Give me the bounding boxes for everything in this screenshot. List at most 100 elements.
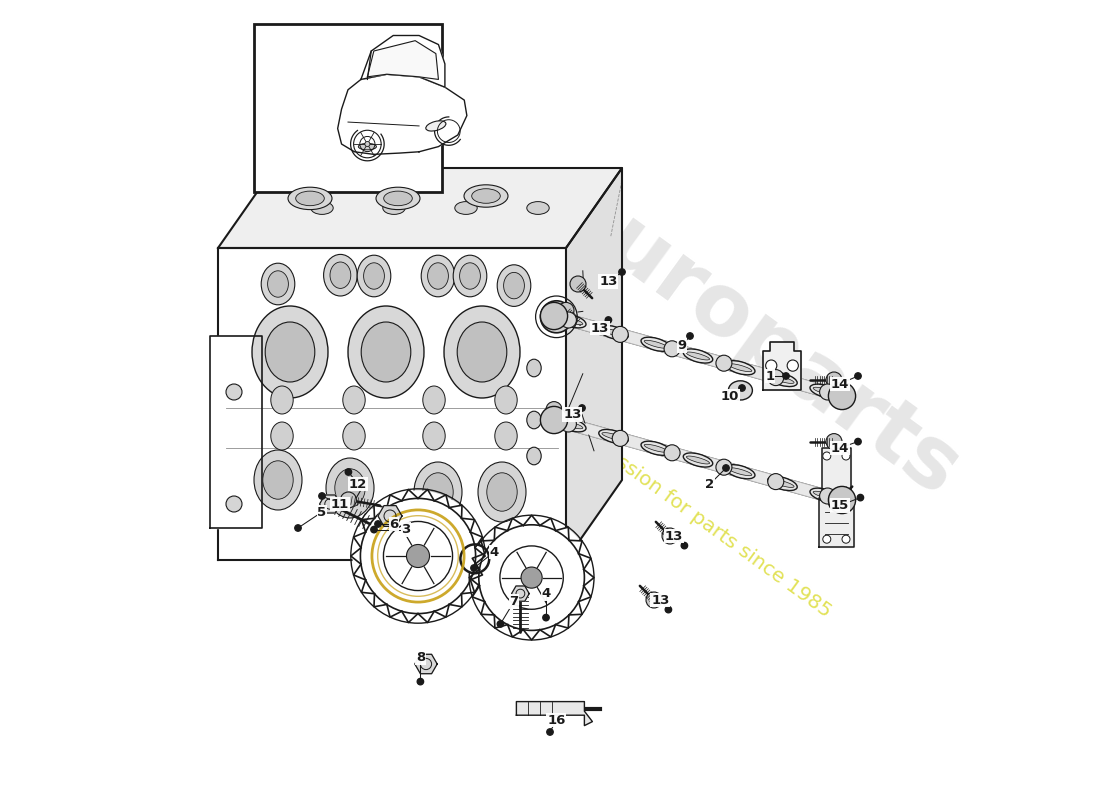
Circle shape [857,494,864,501]
Polygon shape [218,248,566,560]
Circle shape [407,545,429,567]
Ellipse shape [376,187,420,210]
Circle shape [540,301,572,333]
Circle shape [823,452,830,460]
Ellipse shape [716,459,732,475]
Ellipse shape [686,352,710,360]
Ellipse shape [271,386,294,414]
Circle shape [681,542,688,549]
Circle shape [788,360,799,371]
Ellipse shape [384,191,412,206]
Circle shape [540,302,568,330]
Circle shape [558,302,574,318]
Ellipse shape [453,255,487,297]
Ellipse shape [641,441,671,455]
Text: 8: 8 [416,651,425,664]
Circle shape [855,373,861,379]
Polygon shape [378,506,402,526]
Circle shape [605,317,612,323]
Text: 13: 13 [591,322,608,334]
Circle shape [842,452,850,460]
Ellipse shape [263,461,294,499]
Circle shape [570,276,586,292]
Ellipse shape [454,202,477,214]
Text: 14: 14 [830,442,849,454]
Circle shape [662,528,678,544]
Ellipse shape [683,349,713,363]
Ellipse shape [768,474,784,490]
Circle shape [686,333,693,339]
Polygon shape [338,74,466,154]
Ellipse shape [361,322,410,382]
Text: 13: 13 [664,530,683,542]
Ellipse shape [504,272,525,299]
Text: 2: 2 [705,478,715,490]
Ellipse shape [557,314,586,328]
Circle shape [226,384,242,400]
Circle shape [417,678,424,685]
Ellipse shape [271,422,294,450]
Text: 7: 7 [509,595,518,608]
Circle shape [828,382,856,410]
Ellipse shape [472,189,500,203]
Ellipse shape [768,370,784,386]
Ellipse shape [771,375,794,383]
Circle shape [823,535,830,543]
Ellipse shape [288,187,332,210]
Ellipse shape [560,317,583,325]
Circle shape [365,142,370,146]
Ellipse shape [686,456,710,464]
Ellipse shape [414,462,462,522]
Polygon shape [566,168,621,560]
Ellipse shape [726,465,755,479]
Circle shape [319,493,326,499]
Text: 13: 13 [600,275,617,288]
Ellipse shape [771,479,794,487]
Ellipse shape [296,191,324,206]
Text: 4: 4 [490,546,498,558]
Circle shape [739,385,745,391]
Circle shape [497,621,504,627]
Circle shape [542,614,549,621]
Circle shape [646,592,662,608]
Circle shape [340,492,356,508]
Ellipse shape [728,364,751,372]
Ellipse shape [716,355,732,371]
Ellipse shape [478,462,526,522]
Ellipse shape [421,255,454,297]
Ellipse shape [261,263,295,305]
Circle shape [547,729,553,735]
Text: europarts: europarts [541,166,975,514]
Ellipse shape [460,262,481,289]
Text: 9: 9 [678,339,686,352]
Ellipse shape [560,312,576,328]
Circle shape [766,360,777,371]
Circle shape [828,486,856,514]
Polygon shape [762,342,801,390]
Ellipse shape [728,381,752,400]
Ellipse shape [560,416,576,432]
Ellipse shape [641,337,671,351]
Ellipse shape [497,265,531,306]
Bar [254,24,442,192]
Ellipse shape [265,322,315,382]
Polygon shape [367,41,439,79]
Ellipse shape [602,433,625,441]
Circle shape [226,496,242,512]
Ellipse shape [334,469,365,507]
Ellipse shape [726,361,755,375]
Circle shape [666,606,672,613]
Text: 13: 13 [651,594,670,606]
Circle shape [478,525,584,630]
Text: 4: 4 [541,587,551,600]
Ellipse shape [330,262,351,288]
Text: 6: 6 [389,518,398,530]
Ellipse shape [664,445,680,461]
Circle shape [826,434,842,450]
Ellipse shape [527,359,541,377]
Ellipse shape [527,447,541,465]
Circle shape [361,498,475,614]
Ellipse shape [495,386,517,414]
Text: 10: 10 [720,390,739,402]
Ellipse shape [359,143,376,150]
